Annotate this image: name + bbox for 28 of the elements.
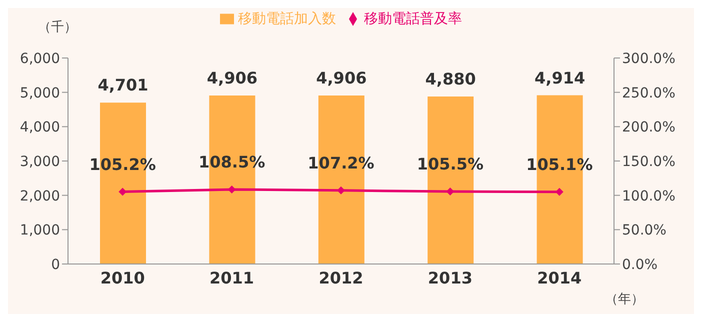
x-axis-title: （年）: [605, 291, 644, 308]
y-tick-label: 6,000: [20, 50, 60, 67]
y2-tick-label: 200.0%: [622, 120, 676, 136]
x-tick-label: 2012: [318, 268, 364, 288]
x-tick-label: 2014: [537, 268, 582, 288]
legend-label: 移動電話加入数: [238, 11, 336, 27]
data-label: 4,701: [98, 76, 148, 95]
y-axis-title: （千）: [38, 19, 77, 36]
y2-tick-label: 50.0%: [622, 222, 666, 239]
x-tick-label: 2013: [428, 268, 472, 288]
y-tick-label: 3,000: [20, 154, 60, 170]
y-tick-label: 4,000: [20, 120, 60, 136]
y2-tick-label: 300.0%: [622, 50, 676, 67]
y-tick-label: 1,000: [20, 222, 60, 239]
y2-tick-label: 250.0%: [622, 85, 676, 102]
data-label: 4,906: [206, 68, 258, 88]
y2-tick-label: 0.0%: [622, 256, 658, 273]
data-label: 4,880: [425, 69, 476, 88]
y2-tick-label: 150.0%: [622, 154, 676, 170]
x-tick-label: 2011: [210, 268, 254, 288]
y2-tick-label: 100.0%: [622, 188, 676, 204]
x-tick-label: 2010: [100, 268, 145, 288]
y-tick-label: 0: [51, 256, 60, 273]
data-label: 4,914: [534, 68, 586, 88]
y-tick-label: 2,000: [20, 188, 60, 204]
data-label: 4,906: [316, 68, 367, 88]
y-tick-label: 5,000: [20, 85, 60, 102]
legend-label: 移動電話普及率: [364, 11, 462, 27]
